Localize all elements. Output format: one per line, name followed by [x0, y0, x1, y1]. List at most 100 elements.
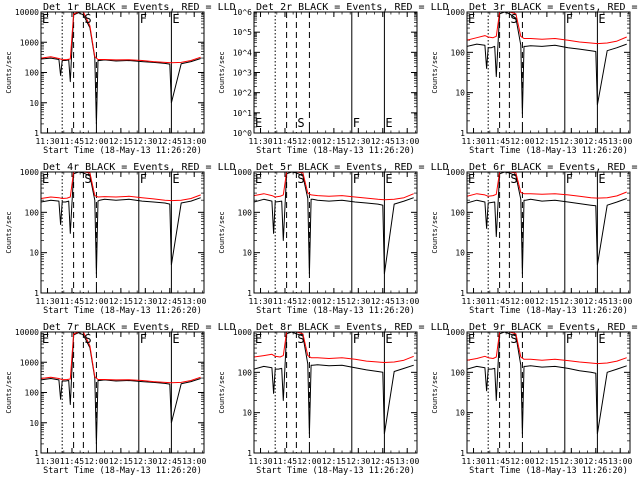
y-axis-label: Counts/sec [5, 211, 13, 253]
x-tick-label: 13:00 [608, 457, 632, 466]
x-axis-label: Start Time (18-May-13 11:26:20) [256, 466, 415, 476]
event-marker-label: S [297, 172, 304, 186]
y-tick-label: 1 [460, 449, 465, 458]
series-line-lld [467, 172, 627, 199]
detector-panel-5: Det 5r BLACK = Events, RED = LLD Counts/s… [218, 162, 449, 316]
series-line-events [41, 332, 201, 445]
y-tick-label: 1 [247, 289, 252, 298]
y-axis-label: Counts/sec [218, 51, 226, 93]
event-marker-label: F [353, 172, 360, 186]
x-tick-label: 11:45 [60, 297, 84, 306]
series-line-events [467, 172, 627, 275]
x-tick-label: 13:00 [395, 457, 419, 466]
y-tick-label: 10^2 [233, 89, 252, 98]
series-line-events [41, 172, 201, 275]
x-tick-label: 12:00 [510, 137, 534, 146]
panel-title: Det 7r BLACK = Events, RED = LLD [43, 322, 236, 333]
event-marker-label: E [172, 172, 179, 186]
x-axis-label: Start Time (18-May-13 11:26:20) [256, 306, 415, 316]
y-tick-label: 100 [238, 208, 253, 217]
panel-title: Det 9r BLACK = Events, RED = LLD [469, 322, 640, 333]
x-tick-label: 12:15 [535, 457, 559, 466]
y-tick-label: 10^1 [233, 109, 252, 118]
event-marker-label: E [255, 116, 262, 130]
event-marker-label: S [510, 332, 517, 346]
series-line-lld [254, 172, 414, 201]
event-marker-label: E [385, 116, 392, 130]
series-line-events [467, 12, 627, 115]
x-tick-label: 13:00 [182, 297, 206, 306]
x-tick-label: 12:30 [346, 457, 370, 466]
y-tick-label: 10 [455, 89, 465, 98]
detector-panel-8: Det 8r BLACK = Events, RED = LLD Counts/s… [218, 322, 449, 476]
plot-frame [253, 331, 418, 454]
y-axis-label: Counts/sec [431, 51, 439, 93]
event-marker-label: F [566, 332, 573, 346]
x-axis-label: Start Time (18-May-13 11:26:20) [469, 146, 628, 156]
y-tick-label: 1000 [446, 328, 465, 337]
x-tick-label: 12:30 [346, 297, 370, 306]
series-line-events [254, 332, 414, 435]
detector-panel-7: Det 7r BLACK = Events, RED = LLD Counts/s… [5, 322, 236, 476]
y-tick-label: 1000 [20, 168, 39, 177]
panel-title: Det 5r BLACK = Events, RED = LLD [256, 162, 449, 173]
x-tick-label: 11:45 [273, 137, 297, 146]
event-marker-label: E [468, 332, 475, 346]
y-tick-label: 1000 [233, 328, 252, 337]
x-tick-label: 12:15 [322, 137, 346, 146]
event-marker-label: E [598, 172, 605, 186]
x-tick-label: 11:30 [35, 297, 59, 306]
y-axis-label: Counts/sec [431, 371, 439, 413]
y-tick-label: 10 [242, 249, 252, 258]
event-marker-label: S [84, 172, 91, 186]
series-group [254, 172, 414, 275]
y-axis-label: Counts/sec [218, 371, 226, 413]
x-tick-label: 13:00 [182, 457, 206, 466]
event-marker-label: F [353, 116, 360, 130]
event-marker-label: E [42, 12, 49, 26]
x-tick-label: 12:30 [133, 457, 157, 466]
series-line-lld [467, 332, 627, 365]
detector-panel-6: Det 6r BLACK = Events, RED = LLD Counts/s… [431, 162, 640, 316]
plot-frame [466, 11, 631, 134]
y-tick-label: 10 [29, 99, 39, 108]
x-tick-label: 12:45 [584, 297, 608, 306]
series-line-lld [41, 332, 201, 384]
y-tick-label: 100 [25, 389, 40, 398]
x-tick-label: 12:45 [371, 297, 395, 306]
x-tick-label: 12:30 [346, 137, 370, 146]
x-tick-label: 11:30 [248, 137, 272, 146]
x-tick-label: 12:00 [510, 297, 534, 306]
series-line-lld [41, 172, 201, 202]
x-tick-label: 12:30 [133, 137, 157, 146]
x-axis-label: Start Time (18-May-13 11:26:20) [43, 146, 202, 156]
y-tick-label: 10^6 [233, 8, 252, 17]
x-tick-label: 12:45 [371, 137, 395, 146]
x-tick-label: 11:30 [35, 137, 59, 146]
y-axis-label: Counts/sec [5, 371, 13, 413]
y-tick-label: 10 [29, 249, 39, 258]
plot-frame [466, 331, 631, 454]
y-tick-label: 1 [34, 289, 39, 298]
detector-panel-2: Det 2r BLACK = Events, RED = LLD Counts/s… [218, 2, 449, 156]
y-tick-label: 100 [25, 208, 40, 217]
x-tick-label: 11:45 [273, 297, 297, 306]
y-tick-label: 100 [451, 368, 466, 377]
plot-frame [40, 11, 205, 134]
y-tick-label: 10000 [15, 8, 39, 17]
x-tick-label: 12:45 [584, 137, 608, 146]
plot-frame [466, 171, 631, 294]
event-marker-label: E [255, 332, 262, 346]
x-tick-label: 12:30 [559, 457, 583, 466]
x-tick-label: 12:45 [584, 457, 608, 466]
x-axis-label: Start Time (18-May-13 11:26:20) [256, 146, 415, 156]
x-axis-label: Start Time (18-May-13 11:26:20) [469, 306, 628, 316]
x-tick-label: 13:00 [608, 297, 632, 306]
y-tick-label: 1000 [446, 8, 465, 17]
event-marker-label: E [255, 172, 262, 186]
x-tick-label: 11:30 [461, 297, 485, 306]
x-tick-label: 11:45 [60, 137, 84, 146]
y-tick-label: 10^5 [233, 28, 252, 37]
event-marker-label: S [84, 12, 91, 26]
y-tick-label: 10^0 [233, 129, 252, 138]
